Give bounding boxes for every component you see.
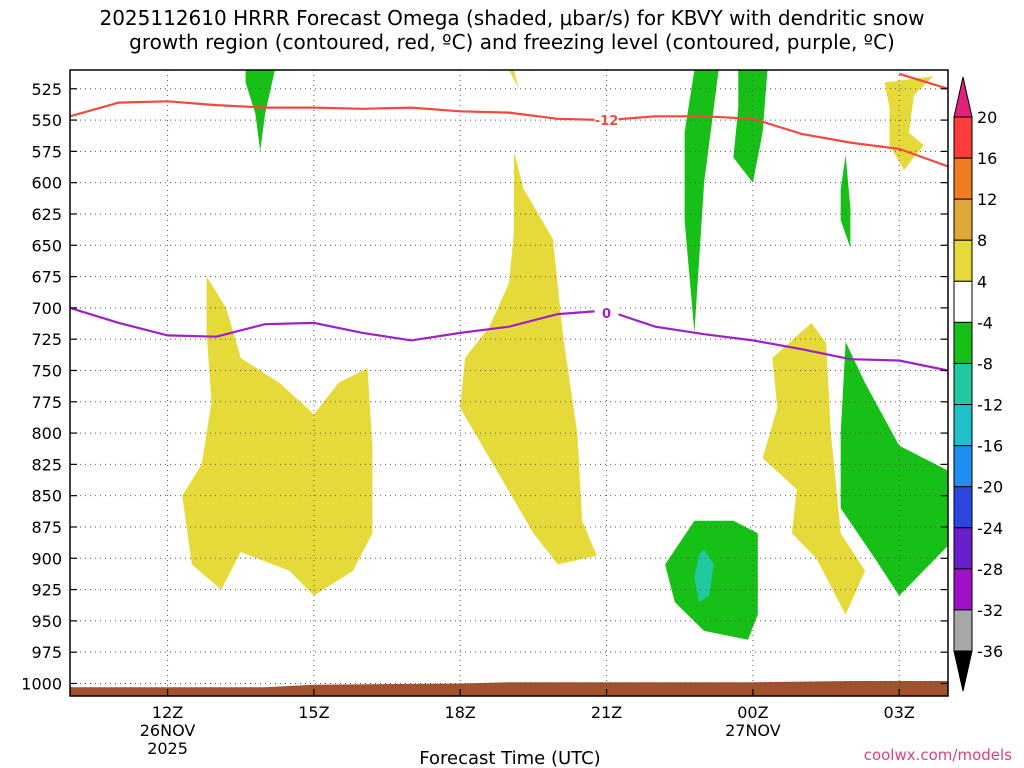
colorbar-level-16: 16 xyxy=(977,149,997,168)
x-tick-label-15Z: 15Z xyxy=(298,703,329,722)
y-axis-ticks: 525 550 575 600 625 650 675 700 725 750 775 800 825 8… xyxy=(21,80,948,693)
y-tick-label-625: 625 xyxy=(31,205,62,224)
shaded-descent-region-f xyxy=(665,520,758,640)
surface-ground xyxy=(70,681,948,696)
shaded-descent-region-d xyxy=(840,155,851,248)
plot-frame xyxy=(69,69,949,697)
contour-dendritic-growth-minus12-upper xyxy=(898,72,949,90)
y-tick-label-700: 700 xyxy=(31,299,62,318)
colorbar: 20 16 12 8 4 -4 -8 -12 -16 -20 -24 -28 -32 -36 xyxy=(953,76,1003,692)
colorbar-swatch-11 xyxy=(953,568,973,611)
colorbar-level--20: -20 xyxy=(977,478,1003,497)
shaded-descent-region-b xyxy=(684,70,719,333)
shaded-ascent-region-d xyxy=(884,76,934,171)
y-tick-label-650: 650 xyxy=(31,236,62,255)
y-tick-label-675: 675 xyxy=(31,268,62,287)
shaded-descent-core-f xyxy=(694,549,714,603)
colorbar-swatch-5 xyxy=(953,321,973,364)
y-tick-label-1000: 1000 xyxy=(21,674,62,693)
y-tick-label-575: 575 xyxy=(31,142,62,161)
contour-freezing-level-0 xyxy=(69,306,949,372)
colorbar-swatch-7 xyxy=(953,404,973,447)
colorbar-swatch-8 xyxy=(953,445,973,488)
shaded-ascent-region-e xyxy=(509,70,519,89)
colorbar-level-4: 4 xyxy=(977,272,987,291)
colorbar-swatch-6 xyxy=(953,362,973,406)
colorbar-swatch-4 xyxy=(953,280,973,323)
y-tick-label-550: 550 xyxy=(31,111,62,130)
shaded-descent-region-c xyxy=(733,70,768,183)
colorbar-level--28: -28 xyxy=(977,560,1003,579)
colorbar-swatch-1 xyxy=(953,157,973,200)
colorbar-swatch-9 xyxy=(953,486,973,529)
contour-dendritic-growth-minus12 xyxy=(69,100,949,168)
credit-link[interactable]: coolwx.com/models xyxy=(863,746,1012,764)
y-tick-label-775: 775 xyxy=(31,393,62,412)
colorbar-level--24: -24 xyxy=(977,519,1003,538)
colorbar-level--4: -4 xyxy=(977,313,993,332)
x-tick-label-03Z: 03Z xyxy=(884,703,915,722)
contour-label-dendritic-growth-minus12: -12 xyxy=(595,114,619,129)
colorbar-level-8: 8 xyxy=(977,231,987,250)
contour-label-bg-freezing-level-0 xyxy=(594,303,619,320)
y-tick-label-875: 875 xyxy=(31,518,62,537)
y-tick-label-750: 750 xyxy=(31,361,62,380)
colorbar-level--32: -32 xyxy=(977,601,1003,620)
x-tick-label-21Z: 21Z xyxy=(591,703,622,722)
y-tick-label-800: 800 xyxy=(31,424,62,443)
colorbar-swatch-12 xyxy=(953,609,973,652)
colorbar-level-12: 12 xyxy=(977,190,997,209)
x-tick-label-18Z: 18Z xyxy=(445,703,476,722)
x-tick-sublabel-2025: 2025 xyxy=(147,739,188,758)
contour-layer: -12 0 xyxy=(69,72,949,372)
shaded-ascent-region-c xyxy=(762,322,866,615)
colorbar-level--8: -8 xyxy=(977,354,993,373)
colorbar-swatch-2 xyxy=(953,198,973,241)
y-tick-label-725: 725 xyxy=(31,330,62,349)
shaded-ascent-region-a xyxy=(182,276,373,596)
terrain-layer xyxy=(70,681,948,696)
y-tick-label-825: 825 xyxy=(31,455,62,474)
colorbar-level--16: -16 xyxy=(977,437,1003,456)
colorbar-level--12: -12 xyxy=(977,396,1003,415)
shaded-ascent-region-b xyxy=(460,151,597,565)
colorbar-swatch-3 xyxy=(953,239,973,282)
chart-title: 2025112610 HRRR Forecast Omega (shaded, … xyxy=(99,6,925,54)
colorbar-level--36: -36 xyxy=(977,642,1003,661)
contour-label-freezing-level-0: 0 xyxy=(602,307,611,322)
y-tick-label-950: 950 xyxy=(31,612,62,631)
shaded-descent-region-a xyxy=(245,70,275,152)
y-tick-label-850: 850 xyxy=(31,487,62,506)
y-tick-label-900: 900 xyxy=(31,549,62,568)
contour-label-bg-dendritic-growth-minus12 xyxy=(594,111,619,128)
x-tick-sublabel-26NOV: 26NOV xyxy=(140,721,196,740)
colorbar-swatch-0 xyxy=(953,116,973,159)
y-tick-label-600: 600 xyxy=(31,174,62,193)
x-tick-sublabel-27NOV: 27NOV xyxy=(725,721,781,740)
x-tick-label-00Z: 00Z xyxy=(737,703,768,722)
x-axis-label: Forecast Time (UTC) xyxy=(419,748,600,768)
y-tick-label-525: 525 xyxy=(31,80,62,99)
shaded-omega-layer xyxy=(182,70,948,640)
shaded-descent-region-e xyxy=(840,341,948,596)
y-tick-label-975: 975 xyxy=(31,643,62,662)
colorbar-swatch-10 xyxy=(953,527,973,570)
colorbar-bottom-arrow xyxy=(953,650,973,692)
y-tick-label-925: 925 xyxy=(31,581,62,600)
x-tick-label-12Z: 12Z xyxy=(152,703,183,722)
colorbar-level-20: 20 xyxy=(977,108,997,127)
colorbar-top-arrow xyxy=(953,76,973,118)
